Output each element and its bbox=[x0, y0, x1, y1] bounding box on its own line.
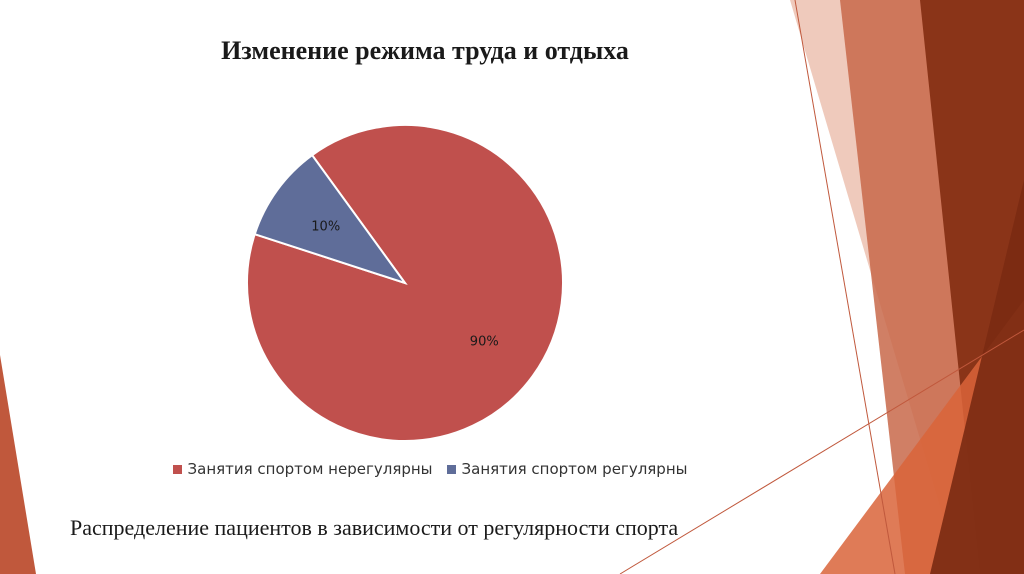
deco-line bbox=[794, 0, 896, 574]
chart-legend: Занятия спортом нерегулярны Занятия спор… bbox=[110, 460, 750, 478]
legend-label-regular: Занятия спортом регулярны bbox=[461, 460, 688, 478]
legend-swatch-regular bbox=[446, 464, 456, 474]
pie-slice-1 bbox=[253, 153, 408, 285]
pie-chart: 90% 10% bbox=[246, 124, 564, 442]
slide-caption: Распределение пациентов в зависимости от… bbox=[70, 515, 679, 540]
deco-panel-deep bbox=[930, 180, 1024, 574]
legend-item-regular: Занятия спортом регулярны bbox=[446, 460, 688, 478]
deco-left-wedge bbox=[0, 355, 36, 574]
legend-label-irregular: Занятия спортом нерегулярны bbox=[187, 460, 433, 478]
pie-data-label-0: 90% bbox=[470, 335, 499, 350]
legend-swatch-irregular bbox=[172, 464, 182, 474]
chart-title: Изменение режима труда и отдыха bbox=[221, 36, 629, 65]
legend-item-irregular: Занятия спортом нерегулярны bbox=[172, 460, 433, 478]
pie-data-label-1: 10% bbox=[311, 219, 340, 234]
deco-line-2 bbox=[619, 329, 1024, 574]
